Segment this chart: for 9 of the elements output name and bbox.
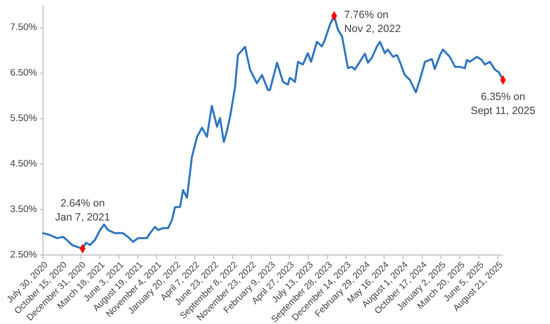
y-tick-label: 4.50% — [10, 158, 38, 170]
annotation: 7.76% on Nov 2, 2022 — [344, 8, 401, 35]
y-tick-label: 5.50% — [10, 113, 38, 124]
y-tick-label: 3.50% — [10, 204, 38, 216]
y-tick-label: 7.50% — [10, 22, 38, 34]
y-tick-label: 6.50% — [10, 68, 38, 79]
y-tick-label: 2.50% — [10, 250, 38, 260]
annotation: 6.35% on Sept 11, 2025 — [470, 91, 536, 117]
annotation: 2.64% on Jan 7, 2021 — [55, 198, 110, 224]
